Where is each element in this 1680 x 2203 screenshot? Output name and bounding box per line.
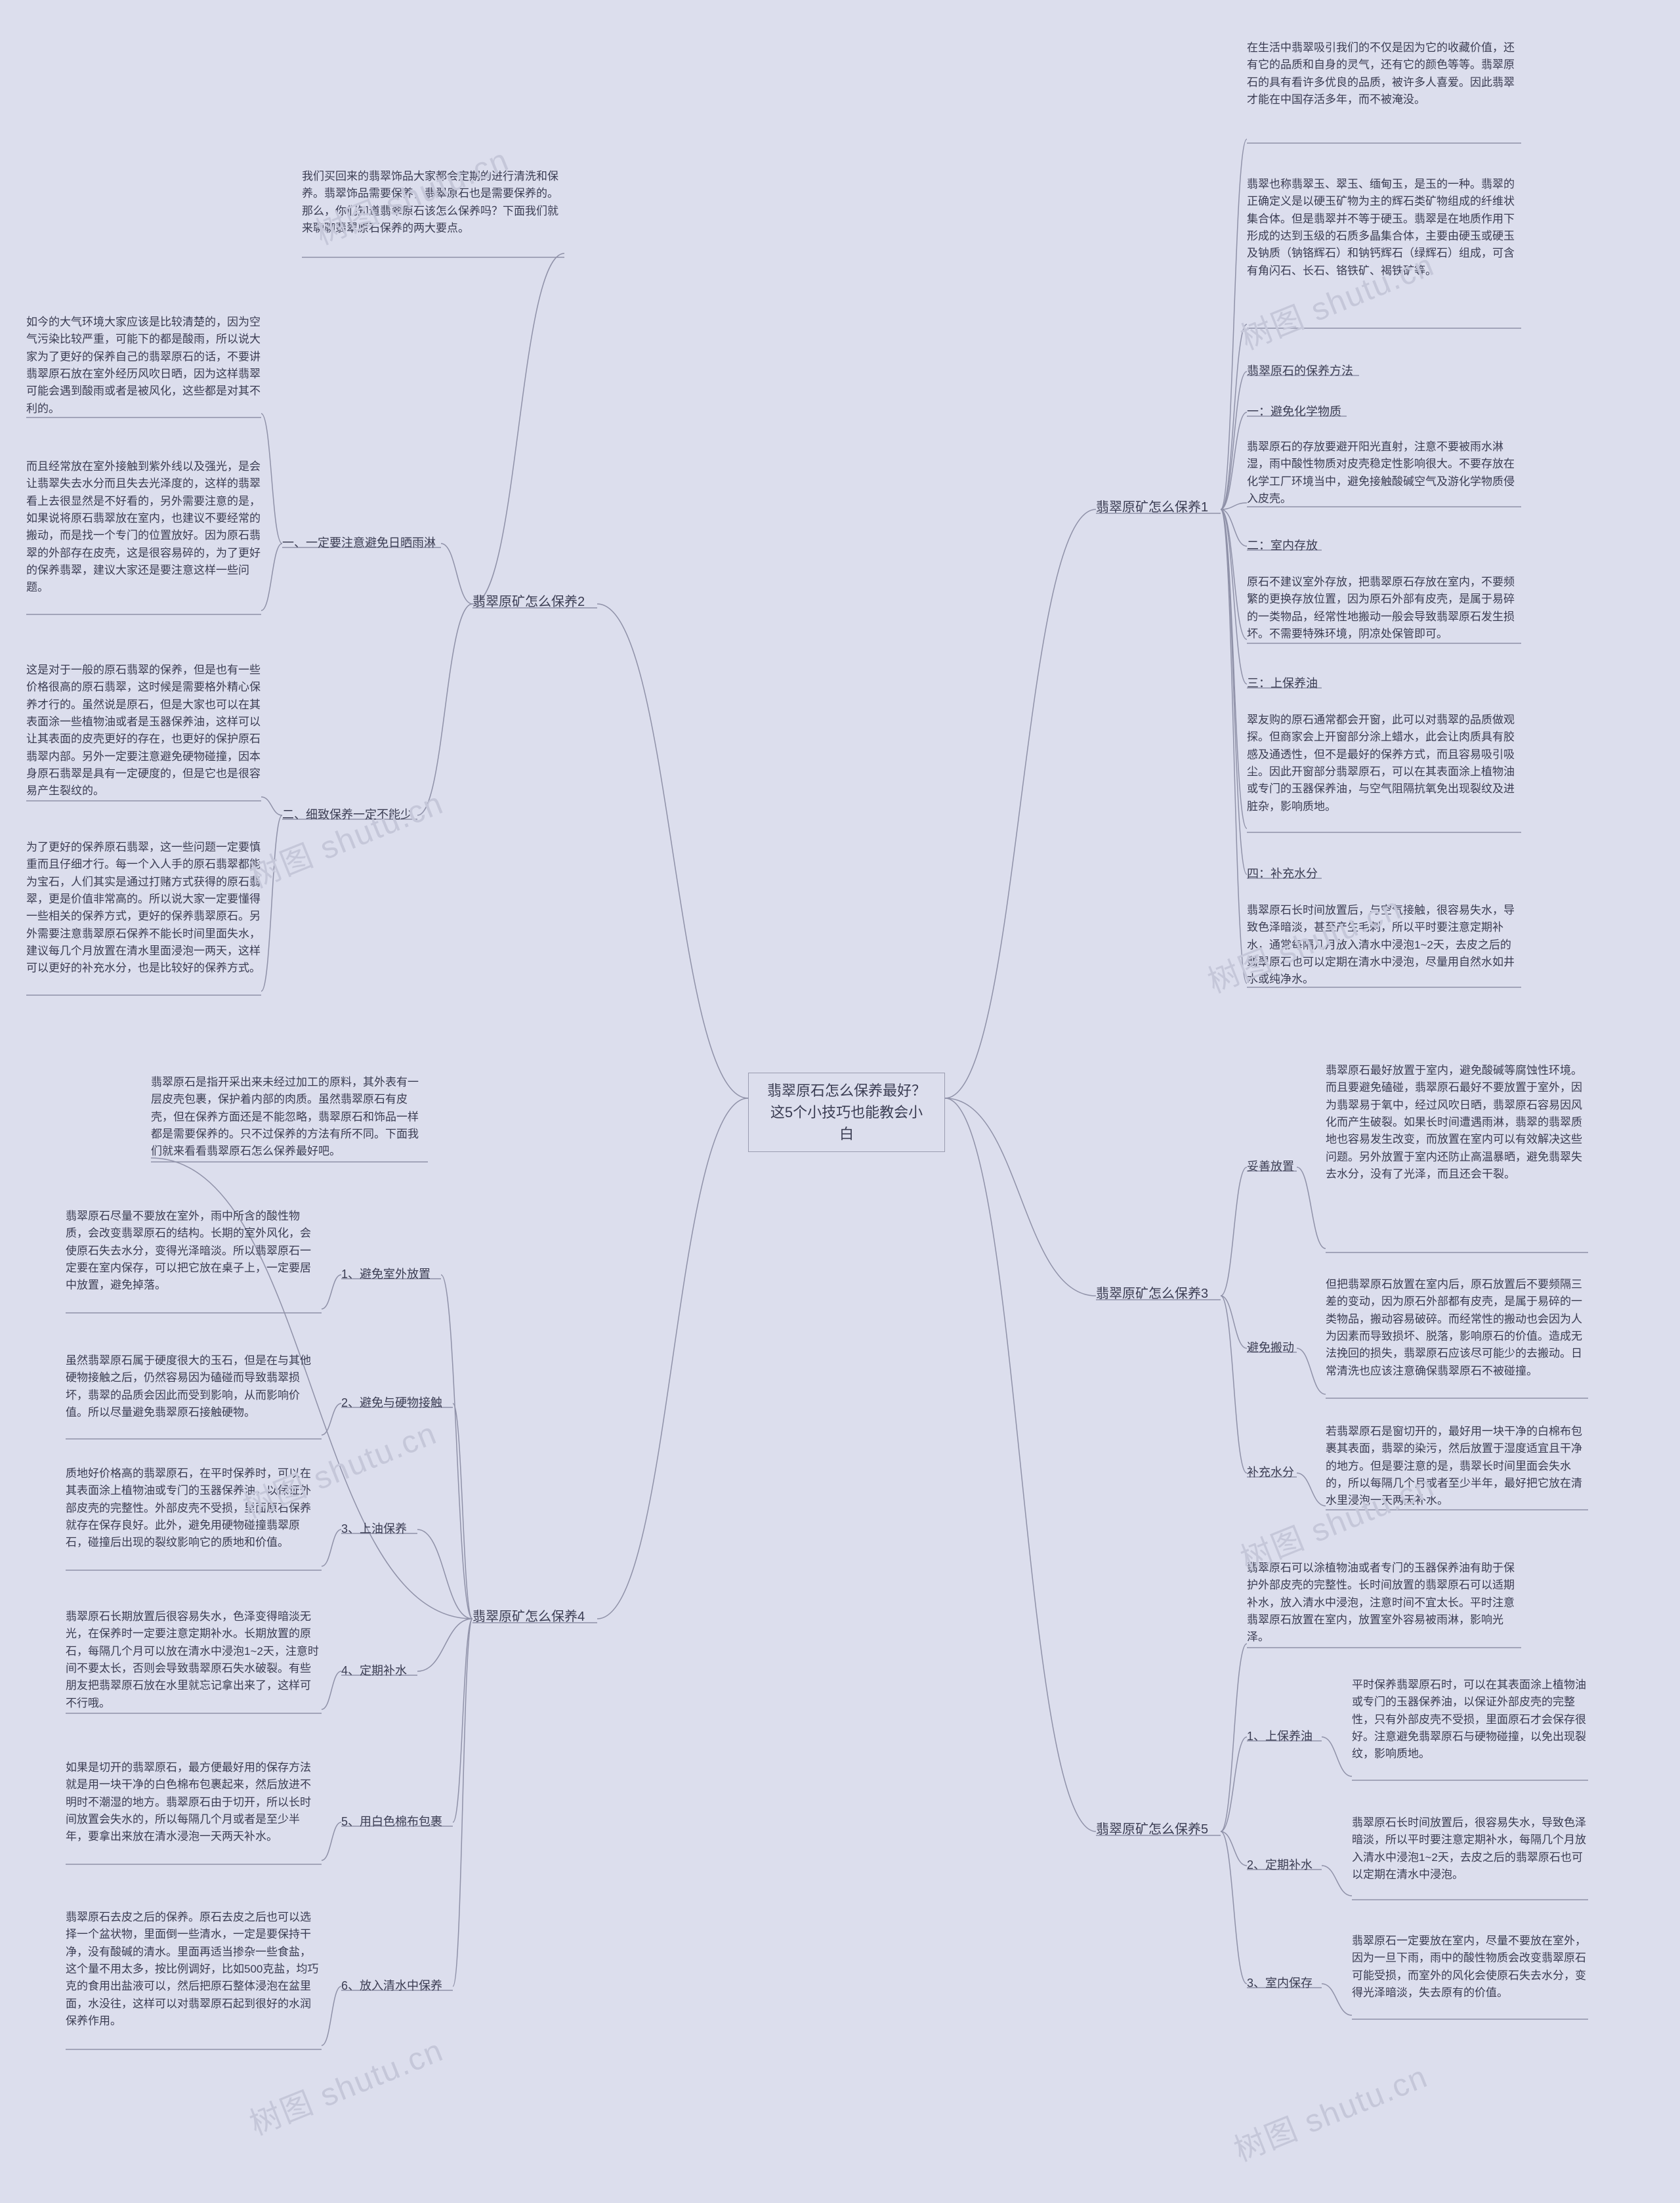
watermark: 树图 shutu.cn [242,777,449,897]
branch-0-child-1: 翡翠也称翡翠玉、翠玉、缅甸玉，是玉的一种。翡翠的正确定义是以硬玉矿物为主的辉石类… [1247,176,1521,281]
branch-4-child-1-leaf: 翡翠原石尽量不要放在室外，雨中所含的酸性物质，会改变翡翠原石的结构。长期的室外风… [66,1208,322,1296]
branch-2-child-0: 妥善放置 [1247,1158,1294,1176]
branch-1-child-1-leaf-1: 而且经常放在室外接触到紫外线以及强光，是会让翡翠失去水分而且失去光泽度的，这样的… [26,458,261,598]
branch-0-child-6: 原石不建议室外存放，把翡翠原石存放在室内，不要频繁的更换存放位置，因为原石外部有… [1247,574,1521,644]
branch-4-child-6: 6、放入清水中保养 [341,1977,442,1996]
branch-0-child-9: 四：补充水分 [1247,865,1318,884]
branch-0-child-2: 翡翠原石的保养方法 [1247,362,1353,381]
branch-1-child-0: 我们买回来的翡翠饰品大家都会定期的进行清洗和保养。翡翠饰品需要保养，翡翠原石也是… [302,168,564,238]
branch-2-child-2-leaf: 若翡翠原石是窗切开的，最好用一块干净的白棉布包裹其表面，翡翠的染污，然后放置于湿… [1326,1423,1588,1511]
branch-4-child-3-leaf: 质地好价格高的翡翠原石，在平时保养时，可以在其表面涂上植物油或专门的玉器保养油，… [66,1465,322,1553]
branch-3-child-2: 2、定期补水 [1247,1856,1312,1875]
branch-4-child-4-leaf: 翡翠原石长期放置后很容易失水，色泽变得暗淡无光，在保养时一定要注意定期补水。长期… [66,1608,322,1713]
branch-4-child-3: 3、上油保养 [341,1520,407,1539]
branch-1: 翡翠原矿怎么保养2 [472,592,585,612]
branch-0-child-0: 在生活中翡翠吸引我们的不仅是因为它的收藏价值，还有它的品质和自身的灵气，还有它的… [1247,39,1521,110]
branch-4-child-1: 1、避免室外放置 [341,1266,430,1284]
branch-0: 翡翠原矿怎么保养1 [1096,498,1208,518]
branch-4-child-2-leaf: 虽然翡翠原石属于硬度很大的玉石，但是在与其他硬物接触之后，仍然容易因为磕碰而导致… [66,1352,322,1422]
branch-2-child-2: 补充水分 [1247,1464,1294,1482]
branch-0-child-10: 翡翠原石长时间放置后，与空气接触，很容易失水，导致色泽暗淡，甚至产生毛刺，所以平… [1247,902,1521,990]
branch-3-child-3: 3、室内保存 [1247,1975,1312,1993]
center-line2: 这5个小技巧也能教会小白 [770,1104,923,1142]
branch-0-child-7: 三：上保养油 [1247,675,1318,693]
branch-0-child-4: 翡翠原石的存放要避开阳光直射，注意不要被雨水淋湿，雨中酸性物质对皮壳稳定性影响很… [1247,438,1521,509]
branch-4-child-0: 翡翠原石是指开采出来未经过加工的原料，其外表有一层皮壳包裹，保护着内部的肉质。虽… [151,1074,428,1162]
branch-4-child-4: 4、定期补水 [341,1662,407,1680]
branch-4-child-5: 5、用白色棉布包裹 [341,1813,442,1831]
watermark: 树图 shutu.cn [242,2024,449,2144]
watermark: 树图 shutu.cn [1226,2051,1433,2170]
branch-3-child-2-leaf: 翡翠原石长时间放置后，很容易失水，导致色泽暗淡，所以平时要注意定期补水，每隔几个… [1352,1814,1588,1885]
center-node: 翡翠原石怎么保养最好？ 这5个小技巧也能教会小白 [748,1073,945,1152]
branch-2: 翡翠原矿怎么保养3 [1096,1284,1208,1304]
branch-1-child-2-leaf-0: 这是对于一般的原石翡翠的保养，但是也有一些价格很高的原石翡翠，这时候是需要格外精… [26,662,261,802]
branch-4-child-6-leaf: 翡翠原石去皮之后的保养。原石去皮之后也可以选择一个盆状物，里面倒一些清水，一定是… [66,1909,322,2031]
branch-1-child-2-leaf-1: 为了更好的保养原石翡翠，这一些问题一定要慎重而且仔细才行。每一个入人手的原石翡翠… [26,839,261,979]
branch-2-child-1: 避免搬动 [1247,1339,1294,1358]
branch-4-child-2: 2、避免与硬物接触 [341,1394,442,1413]
branch-0-child-8: 翠友购的原石通常都会开窗，此可以对翡翠的品质做观探。但商家会上开窗部分涂上蜡水，… [1247,712,1521,817]
branch-4: 翡翠原矿怎么保养4 [472,1607,585,1627]
branch-3: 翡翠原矿怎么保养5 [1096,1820,1208,1840]
branch-3-child-1-leaf: 平时保养翡翠原石时，可以在其表面涂上植物油或专门的玉器保养油，以保证外部皮壳的完… [1352,1677,1588,1765]
branch-4-child-5-leaf: 如果是切开的翡翠原石，最方便最好用的保存方法就是用一块干净的白色棉布包裹起来，然… [66,1759,322,1847]
branch-2-child-0-leaf: 翡翠原石最好放置于室内，避免酸碱等腐蚀性环境。而且要避免磕碰，翡翠原石最好不要放… [1326,1062,1588,1184]
branch-3-child-0: 翡翠原石可以涂植物油或者专门的玉器保养油有助于保护外部皮壳的完整性。长时间放置的… [1247,1560,1521,1648]
branch-3-child-1: 1、上保养油 [1247,1728,1312,1746]
branch-1-child-1: 一、一定要注意避免日晒雨淋 [282,534,436,553]
branch-0-child-3: 一：避免化学物质 [1247,403,1341,421]
center-line1: 翡翠原石怎么保养最好？ [767,1082,926,1099]
branch-1-child-1-leaf-0: 如今的大气环境大家应该是比较清楚的，因为空气污染比较严重，可能下的都是酸雨，所以… [26,314,261,419]
branch-3-child-3-leaf: 翡翠原石一定要放在室内，尽量不要放在室外，因为一旦下雨，雨中的酸性物质会改变翡翠… [1352,1933,1588,2003]
branch-0-child-5: 二：室内存放 [1247,537,1318,555]
branch-1-child-2: 二、细致保养一定不能少 [282,806,412,824]
branch-2-child-1-leaf: 但把翡翠原石放置在室内后，原石放置后不要频隔三差的变动，因为原石外部都有皮壳，是… [1326,1276,1588,1381]
